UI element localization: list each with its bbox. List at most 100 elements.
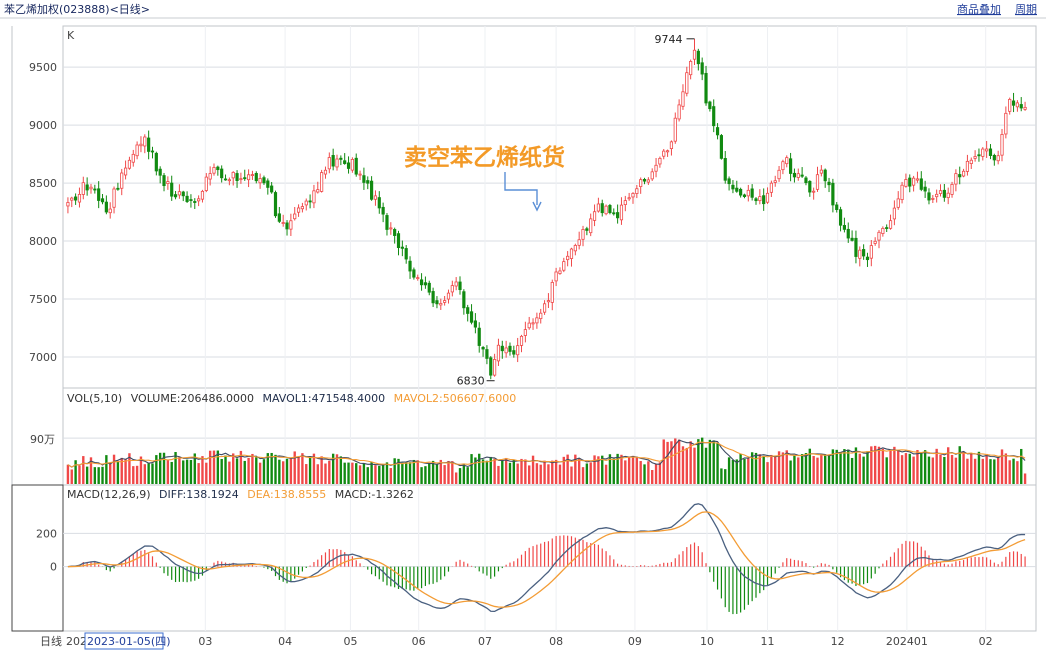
candle-body (931, 197, 935, 200)
volume-bar (858, 453, 861, 484)
volume-bar (847, 449, 850, 484)
volume-bar (205, 462, 208, 484)
volume-bar (462, 463, 466, 484)
macd-prefix: MACD(12,26,9) (67, 488, 151, 501)
candle-body (423, 282, 428, 286)
price-tick-label: 8500 (29, 177, 57, 190)
candle-body (396, 233, 401, 249)
volume-bar (827, 454, 831, 484)
volume-bar (785, 450, 788, 484)
candle-body (404, 248, 408, 260)
candle-body (289, 220, 293, 230)
volume-bar (420, 467, 423, 484)
volume-bar (562, 456, 565, 484)
volume-bar (823, 455, 827, 484)
candle-body (589, 218, 593, 234)
mavol1-value: MAVOL1:471548.4000 (262, 392, 385, 405)
candle-body (127, 159, 132, 169)
candle-body (554, 271, 558, 282)
candle-body (681, 91, 685, 107)
volume-bar (996, 456, 1000, 484)
volume-bar (558, 464, 562, 484)
candle-body (869, 245, 873, 259)
candle-body (915, 178, 920, 181)
candle-body (685, 72, 689, 94)
candle-body (827, 181, 831, 186)
volume-bar (128, 453, 131, 484)
volume-bar (797, 457, 800, 484)
volume-bar (74, 460, 77, 484)
candle-body (627, 197, 631, 200)
volume-bar (966, 458, 969, 484)
volume-bar (412, 459, 416, 484)
volume-bar (535, 463, 539, 484)
overlay-link[interactable]: 商品叠加 (957, 2, 1001, 16)
volume-bar (597, 456, 600, 484)
min-price-label: 6830 (457, 375, 485, 388)
month-label: 10 (700, 635, 714, 648)
candle-body (296, 207, 301, 213)
candle-body (696, 50, 700, 65)
volume-bar (270, 452, 273, 484)
volume-bar (274, 454, 277, 484)
volume-bar (428, 463, 431, 484)
volume-bar (316, 464, 319, 484)
candle-body (785, 157, 789, 165)
candle-body (300, 206, 304, 210)
volume-bar (866, 451, 869, 484)
candle-body (123, 167, 128, 176)
volume-bar (893, 446, 896, 484)
volume-bar (255, 457, 258, 484)
candle-body (961, 170, 966, 177)
volume-bar (405, 461, 408, 484)
candle-body (173, 194, 178, 198)
period-link[interactable]: 周期 (1015, 3, 1037, 16)
candle-body (623, 200, 627, 206)
candle-body (135, 144, 139, 157)
candle-body (504, 347, 508, 354)
candle-body (270, 185, 274, 193)
volume-bar (754, 452, 758, 484)
price-tick-label: 8000 (29, 235, 57, 248)
volume-bar (870, 446, 873, 484)
volume-bar (478, 453, 481, 484)
candle-body (481, 347, 485, 350)
volume-bar (616, 453, 619, 484)
candle-body (550, 282, 554, 303)
volume-bar (774, 456, 777, 484)
candle-body (896, 198, 900, 208)
candle-body (885, 227, 889, 229)
candle-body (216, 166, 220, 171)
volume-bar (881, 448, 885, 484)
candle-body (715, 127, 720, 136)
volume-bar (312, 453, 316, 484)
month-label: 02 (979, 635, 993, 648)
cursor-date: 2023-01-05(四) (87, 635, 171, 648)
volume-bar (493, 458, 496, 484)
candle-body (692, 49, 697, 60)
candle-body (427, 282, 431, 293)
month-label: 06 (412, 635, 426, 648)
price-tick-label: 7500 (29, 293, 57, 306)
candle-body (435, 300, 439, 305)
candle-body (466, 307, 470, 314)
volume-bar (297, 457, 300, 484)
window-title: 苯乙烯加权(023888)<日线> (4, 2, 150, 16)
candle-body (323, 169, 328, 175)
candle-body (642, 179, 647, 182)
candle-body (500, 345, 504, 352)
candle-body (85, 184, 89, 191)
volume-bar (739, 453, 742, 484)
candle-body (158, 168, 162, 176)
candle-body (450, 285, 454, 293)
candle-body (385, 215, 389, 230)
candle-body (81, 182, 85, 195)
candle-body (519, 335, 524, 346)
candle-body (381, 206, 385, 215)
candle-body (454, 281, 458, 287)
volume-bar (347, 462, 350, 484)
volume-bar (1004, 453, 1008, 484)
candle-body (516, 345, 520, 356)
volume-bar (612, 458, 615, 484)
volume-bar (839, 452, 842, 484)
